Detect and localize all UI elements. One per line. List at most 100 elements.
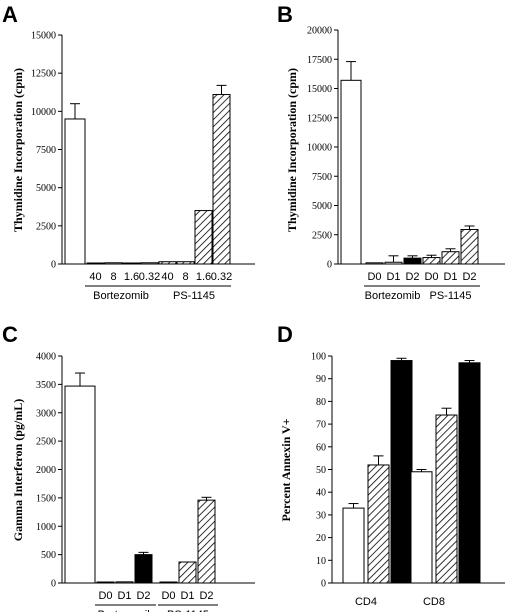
y-tick-label: 12500 <box>307 113 332 124</box>
y-tick-label: 40 <box>316 488 326 499</box>
y-tick-label: 4000 <box>36 352 56 363</box>
y-tick-label: 0 <box>51 579 56 590</box>
x-tick-label: D2 <box>462 271 476 283</box>
chart-panel-b: B 0 2500 5000 7500 10000 12500 15000 17500 20000 T… <box>277 2 505 302</box>
y-tick-label: 70 <box>316 420 326 431</box>
bar <box>86 262 105 265</box>
y-tick-label: 0 <box>327 260 332 271</box>
y-tick-label: 15000 <box>31 31 56 42</box>
group-label: PS-1145 <box>167 609 209 612</box>
y-tick-label: 90 <box>316 374 326 385</box>
chart-panel-d: D 0 10 20 30 40 50 60 70 80 90 100 Percent Annexin V… <box>277 322 505 608</box>
bar <box>390 360 413 584</box>
category-label: CD8 <box>423 596 445 608</box>
bar <box>64 385 96 584</box>
bar <box>159 581 178 584</box>
y-tick-label: 0 <box>51 260 56 271</box>
y-tick-label: 1000 <box>36 522 56 533</box>
y-axis-label: Percent Annexin V+ <box>279 418 293 521</box>
y-tick-label: 500 <box>41 550 56 561</box>
x-tick-label: D1 <box>443 271 457 283</box>
group-label: PS-1145 <box>173 290 215 302</box>
x-tick-label: D0 <box>98 590 112 602</box>
bar <box>115 581 134 584</box>
bar <box>64 118 86 265</box>
y-tick-label: 100 <box>311 352 326 363</box>
chart-panel-c: C 0 500 1000 1500 2000 2500 3000 3500 4000 Gamma I… <box>2 322 255 612</box>
x-tick-label: D2 <box>199 590 213 602</box>
y-tick-label: 0 <box>321 579 326 590</box>
y-tick-label: 3500 <box>36 380 56 391</box>
chart-panel-a: A 0 2500 5000 7500 10000 12500 15000 Thymidine I… <box>2 2 255 302</box>
x-tick-label: 0.32 <box>139 271 160 283</box>
panel-letter: D <box>277 322 293 347</box>
y-tick-label: 10000 <box>307 143 332 154</box>
y-tick-label: 15000 <box>307 84 332 95</box>
x-tick-label: D0 <box>161 590 175 602</box>
bar <box>384 261 403 265</box>
bar <box>410 471 433 584</box>
y-tick-label: 10 <box>316 556 326 567</box>
bar <box>460 228 479 265</box>
bar <box>340 79 362 265</box>
x-tick-label: 40 <box>161 271 173 283</box>
category-label: CD4 <box>355 596 377 608</box>
panel-letter: B <box>277 2 293 27</box>
y-tick-label: 12500 <box>31 69 56 80</box>
bar <box>122 262 141 265</box>
y-tick-label: 60 <box>316 442 326 453</box>
y-tick-label: 7500 <box>36 145 56 156</box>
x-tick-label: D1 <box>117 590 131 602</box>
y-tick-label: 2500 <box>36 221 56 232</box>
bar <box>435 414 458 584</box>
group-label: PS-1145 <box>430 290 472 302</box>
x-tick-label: D2 <box>405 271 419 283</box>
y-tick-label: 2000 <box>36 465 56 476</box>
y-tick-label: 80 <box>316 397 326 408</box>
x-tick-label: D1 <box>386 271 400 283</box>
y-tick-label: 5000 <box>36 183 56 194</box>
x-tick-label: 8 <box>110 271 116 283</box>
bar <box>134 554 153 584</box>
bar <box>140 262 159 265</box>
y-tick-label: 5000 <box>312 201 332 212</box>
x-tick-label: 40 <box>89 271 101 283</box>
bar <box>178 561 197 584</box>
panel-letter: C <box>2 322 18 347</box>
y-tick-label: 10000 <box>31 107 56 118</box>
bar <box>96 581 115 584</box>
bar <box>194 210 213 265</box>
y-tick-label: 2500 <box>36 437 56 448</box>
x-tick-label: 1.6 <box>124 271 139 283</box>
group-label: Bortezomib <box>365 290 421 302</box>
y-tick-label: 3000 <box>36 408 56 419</box>
bar <box>367 464 390 584</box>
x-tick-label: 1.6 <box>196 271 211 283</box>
bar <box>422 257 441 265</box>
group-label: Bortezomib <box>93 290 149 302</box>
y-tick-label: 7500 <box>312 172 332 183</box>
bar <box>458 362 481 584</box>
y-tick-label: 17500 <box>307 55 332 66</box>
bar <box>403 257 422 265</box>
x-tick-label: 0.32 <box>211 271 232 283</box>
x-tick-label: D0 <box>424 271 438 283</box>
x-tick-label: D1 <box>180 590 194 602</box>
bar <box>212 94 231 265</box>
bar <box>104 262 123 265</box>
y-tick-label: 30 <box>316 510 326 521</box>
y-tick-label: 20000 <box>307 26 332 37</box>
panel-letter: A <box>2 2 18 27</box>
y-tick-label: 20 <box>316 533 326 544</box>
bar <box>197 499 216 584</box>
x-tick-label: 8 <box>182 271 188 283</box>
y-tick-label: 50 <box>316 465 326 476</box>
x-tick-label: D2 <box>136 590 150 602</box>
group-label: Bortezomib <box>98 609 154 612</box>
bar <box>158 261 177 265</box>
x-tick-label: D0 <box>367 271 381 283</box>
bar <box>176 261 195 265</box>
y-axis-label: Gamma Interferon (pg/mL) <box>11 399 25 541</box>
bar <box>342 507 365 584</box>
